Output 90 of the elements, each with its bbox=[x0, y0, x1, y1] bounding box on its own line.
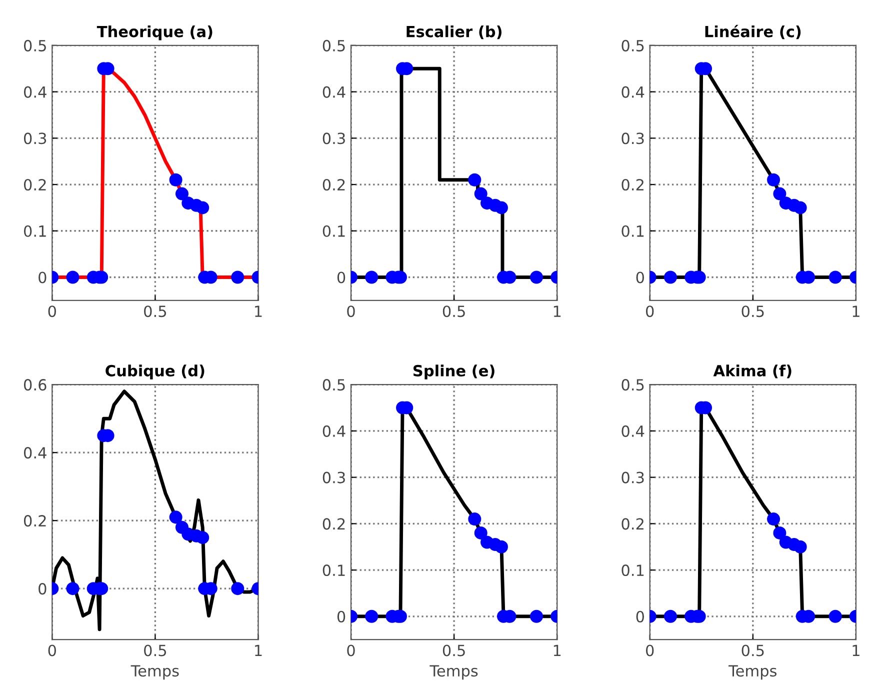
y-tick-label: 0.3 bbox=[24, 132, 46, 144]
chart-title: Theorique (a) bbox=[96, 25, 212, 40]
point bbox=[494, 201, 508, 214]
y-tick-label: 0.5 bbox=[24, 40, 46, 52]
y-tick-label: 0.3 bbox=[622, 132, 644, 144]
point bbox=[767, 512, 780, 526]
y-tick-label: 0 bbox=[38, 272, 46, 284]
y-tick-label: 0.4 bbox=[622, 86, 644, 98]
point bbox=[66, 582, 80, 596]
point bbox=[767, 173, 780, 186]
y-tick-label: 0 bbox=[337, 610, 346, 622]
x-tick-label: 1 bbox=[255, 306, 262, 317]
point bbox=[231, 582, 244, 596]
x-tick-label: 1 bbox=[554, 306, 561, 317]
y-tick-label: 0.5 bbox=[322, 379, 345, 391]
x-tick-label: 1 bbox=[255, 644, 262, 656]
y-tick-label: 0 bbox=[636, 610, 644, 622]
y-tick-label: 0.4 bbox=[322, 86, 346, 98]
point bbox=[196, 531, 210, 544]
y-tick-label: 0.2 bbox=[622, 518, 644, 530]
x-tick-label: 0 bbox=[646, 644, 654, 656]
point bbox=[474, 526, 488, 540]
x-axis-title: Temps bbox=[728, 665, 776, 680]
x-tick-label: 1 bbox=[852, 306, 860, 317]
x-axis-title: Temps bbox=[430, 665, 478, 680]
point bbox=[196, 201, 210, 214]
y-tick-label: 0.3 bbox=[322, 132, 345, 144]
y-tick-label: 0.1 bbox=[322, 564, 345, 576]
chart-title: Cubique (d) bbox=[106, 364, 204, 380]
y-tick-label: 0.5 bbox=[622, 379, 644, 391]
x-tick-label: 0.5 bbox=[144, 306, 166, 318]
x-tick-label: 0 bbox=[48, 306, 56, 318]
x-tick-label: 0.5 bbox=[442, 306, 465, 318]
x-tick-label: 0 bbox=[347, 306, 355, 318]
chart-title: Spline (e) bbox=[414, 364, 494, 380]
y-tick-label: 0.2 bbox=[24, 178, 46, 191]
point bbox=[175, 187, 188, 200]
chart-title: Escalier (b) bbox=[406, 25, 502, 40]
y-tick-label: 0 bbox=[636, 272, 644, 284]
point bbox=[468, 173, 482, 186]
y-tick-label: 0.4 bbox=[24, 447, 46, 459]
y-tick-label: 0 bbox=[38, 583, 46, 595]
x-tick-label: 1 bbox=[554, 644, 561, 656]
point bbox=[468, 512, 482, 526]
point bbox=[530, 610, 543, 623]
point bbox=[365, 270, 378, 284]
point bbox=[828, 270, 842, 284]
point bbox=[794, 540, 807, 554]
point bbox=[664, 270, 677, 284]
x-tick-label: 0.5 bbox=[144, 644, 166, 656]
point bbox=[794, 201, 807, 214]
point bbox=[169, 510, 182, 524]
y-tick-label: 0.3 bbox=[622, 472, 644, 484]
y-tick-label: 0.2 bbox=[24, 515, 46, 527]
y-tick-label: 0.6 bbox=[24, 379, 46, 391]
x-tick-label: 0.5 bbox=[742, 306, 764, 318]
point bbox=[474, 187, 488, 200]
point bbox=[494, 540, 508, 554]
chart-title: Linéaire (c) bbox=[705, 24, 801, 40]
point bbox=[664, 610, 677, 623]
x-tick-label: 1 bbox=[852, 644, 860, 656]
x-tick-label: 0 bbox=[646, 306, 654, 318]
point bbox=[773, 526, 786, 540]
point bbox=[231, 270, 244, 284]
y-tick-label: 0.2 bbox=[322, 178, 345, 191]
point bbox=[66, 270, 80, 284]
point bbox=[828, 610, 842, 623]
x-tick-label: 0 bbox=[48, 644, 56, 656]
y-tick-label: 0.2 bbox=[322, 518, 345, 530]
y-tick-label: 0.1 bbox=[322, 225, 345, 237]
y-tick-label: 0.2 bbox=[622, 178, 644, 191]
x-tick-label: 0.5 bbox=[742, 644, 764, 656]
y-tick-label: 0.4 bbox=[322, 425, 346, 437]
y-tick-label: 0 bbox=[337, 272, 346, 284]
point bbox=[773, 187, 786, 200]
y-tick-label: 0.1 bbox=[622, 564, 644, 576]
point bbox=[169, 173, 182, 186]
y-tick-label: 0.1 bbox=[24, 225, 46, 237]
y-tick-label: 0.4 bbox=[622, 425, 644, 437]
y-tick-label: 0.4 bbox=[24, 86, 46, 98]
point bbox=[530, 270, 543, 284]
x-axis-title: Temps bbox=[130, 665, 179, 680]
y-tick-label: 0.1 bbox=[622, 225, 644, 237]
point bbox=[365, 610, 378, 623]
y-tick-label: 0.5 bbox=[622, 40, 644, 52]
y-tick-label: 0.5 bbox=[322, 40, 345, 52]
x-tick-label: 0.5 bbox=[442, 644, 465, 656]
y-tick-label: 0.3 bbox=[322, 472, 345, 484]
x-tick-label: 0 bbox=[347, 644, 355, 656]
chart-title: Akima (f) bbox=[713, 364, 792, 378]
